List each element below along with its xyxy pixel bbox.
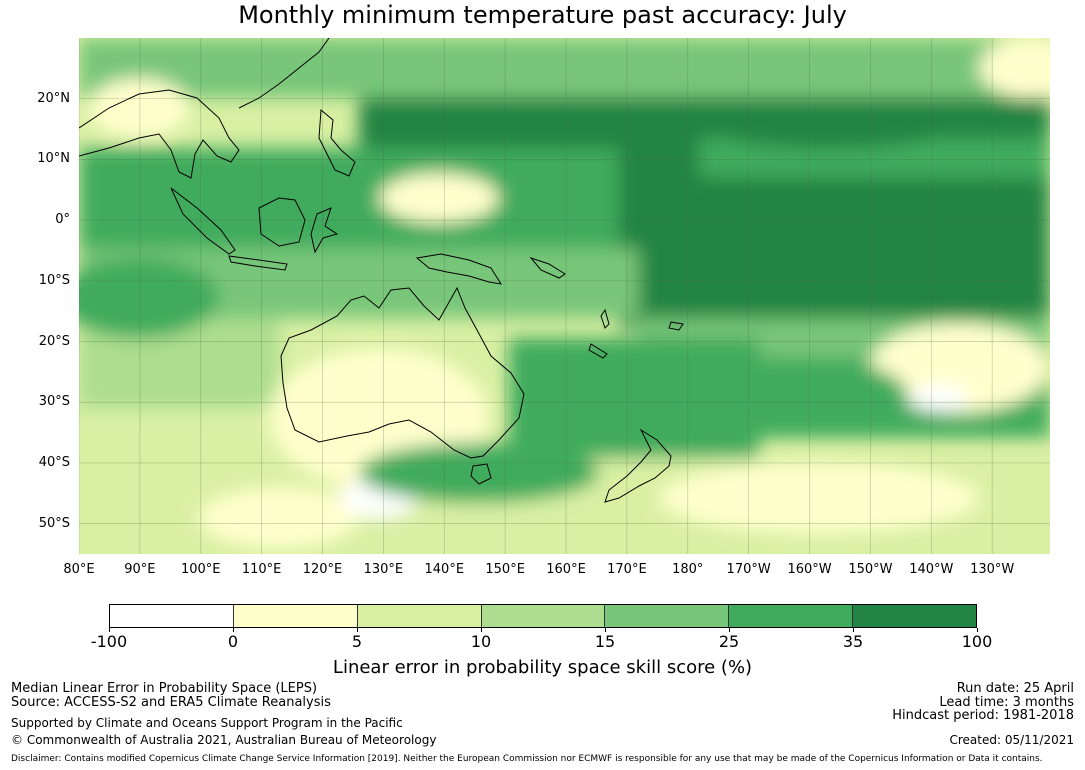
latitude-label: 30°S [38, 394, 70, 410]
skill-score-map [79, 38, 1050, 554]
australia-coastline [280, 286, 525, 459]
colorbar-tick-mark [357, 628, 358, 632]
created-date: Created: 05/11/2021 [949, 733, 1074, 747]
skill-score-field [79, 38, 1050, 554]
colorbar [109, 604, 977, 628]
colorbar-tick-mark [481, 628, 482, 632]
borneo-coastline [258, 197, 306, 247]
tasmania-coastline [470, 463, 492, 485]
sumatra-coastline [170, 187, 236, 255]
longitude-label: 130°E [363, 562, 404, 577]
colorbar-tick-mark [729, 628, 730, 632]
latitude-label: 10°N [37, 151, 70, 167]
map-svg [79, 38, 1050, 554]
latitude-label: 50°S [38, 515, 70, 531]
colorbar-tick-label: -100 [90, 632, 128, 651]
sulawesi-coastline [310, 207, 339, 254]
longitude-label: 140°E [424, 562, 465, 577]
colorbar-segment [729, 605, 854, 627]
footer-method: Median Linear Error in Probability Space… [11, 681, 318, 696]
longitude-label: 150°W [848, 562, 893, 577]
hindcast-period: Hindcast period: 1981-2018 [892, 708, 1074, 723]
colorbar-tick-label: 5 [351, 632, 363, 651]
china-coastline [238, 38, 330, 109]
java-coastline [228, 255, 288, 271]
new-caledonia-coastline [588, 343, 608, 359]
colorbar-segment [110, 605, 234, 627]
run-date: Run date: 25 April [956, 681, 1074, 696]
longitude-label: 80°E [63, 562, 95, 577]
footer-source: Source: ACCESS-S2 and ERA5 Climate Reana… [11, 695, 331, 710]
longitude-label: 170°W [726, 562, 771, 577]
colorbar-segment [481, 605, 606, 627]
longitude-label: 140°W [909, 562, 954, 577]
colorbar-segment [605, 605, 730, 627]
fiji-coastline [668, 321, 684, 331]
southeast-asia-coastline [79, 89, 240, 179]
latitude-label: 0° [55, 212, 70, 228]
colorbar-tick-label: 25 [718, 632, 740, 651]
new-zealand-coastline [604, 428, 672, 503]
longitude-label: 160°E [546, 562, 586, 577]
colorbar-segment [357, 605, 482, 627]
philippines-coastline [318, 108, 356, 177]
colorbar-tick-label: 15 [594, 632, 616, 651]
longitude-label: 110°E [241, 562, 282, 577]
longitude-label: 100°E [180, 562, 221, 577]
latitude-label: 40°S [38, 454, 70, 470]
coastlines [79, 38, 684, 503]
colorbar-segment [233, 605, 358, 627]
footer-support: Supported by Climate and Oceans Support … [11, 716, 403, 730]
longitude-label: 90°E [124, 562, 156, 577]
map-title: Monthly minimum temperature past accurac… [238, 1, 847, 29]
longitude-label: 160°W [787, 562, 832, 577]
latitude-label: 20°S [38, 333, 70, 349]
colorbar-tick-label: 100 [961, 632, 993, 651]
colorbar-tick-label: 10 [470, 632, 492, 651]
solomon-islands-coastline [529, 256, 566, 279]
longitude-label: 150°E [485, 562, 525, 577]
longitude-label: 180° [672, 562, 704, 577]
colorbar-tick-mark [853, 628, 854, 632]
colorbar-tick-label: 35 [842, 632, 864, 651]
colorbar-label: Linear error in probability space skill … [332, 657, 753, 678]
colorbar-tick-mark [977, 628, 978, 632]
longitude-label: 170°E [607, 562, 647, 577]
papua-new-guinea-coastline [415, 253, 503, 285]
latitude-label: 10°S [38, 272, 70, 288]
longitude-label: 120°E [302, 562, 343, 577]
colorbar-segment [853, 605, 977, 627]
longitude-label: 130°W [970, 562, 1015, 577]
colorbar-tick-label: 0 [227, 632, 239, 651]
gridlines [79, 38, 1050, 554]
disclaimer: Disclaimer: Contains modified Copernicus… [11, 754, 1043, 764]
colorbar-tick-mark [109, 628, 110, 632]
latitude-label: 20°N [37, 90, 70, 106]
vanuatu-coastline [600, 308, 610, 329]
colorbar-tick-mark [233, 628, 234, 632]
footer-copyright: © Commonwealth of Australia 2021, Austra… [11, 733, 437, 747]
colorbar-tick-mark [605, 628, 606, 632]
lead-time: Lead time: 3 months [939, 695, 1074, 710]
